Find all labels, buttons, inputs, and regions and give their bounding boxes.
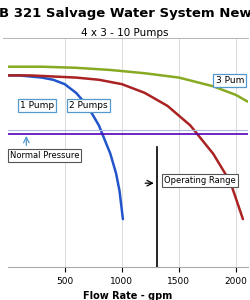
Text: 4 x 3 - 10 Pumps: 4 x 3 - 10 Pumps [81,28,169,38]
X-axis label: Flow Rate - gpm: Flow Rate - gpm [83,291,172,300]
Text: 2 Pumps: 2 Pumps [69,101,108,110]
Text: Operating Range: Operating Range [164,176,236,185]
Text: Normal Pressure: Normal Pressure [10,151,79,160]
Text: 1 Pump: 1 Pump [20,101,54,110]
Text: B 321 Salvage Water System New: B 321 Salvage Water System New [0,8,250,20]
Text: 3 Pum: 3 Pum [216,76,244,85]
